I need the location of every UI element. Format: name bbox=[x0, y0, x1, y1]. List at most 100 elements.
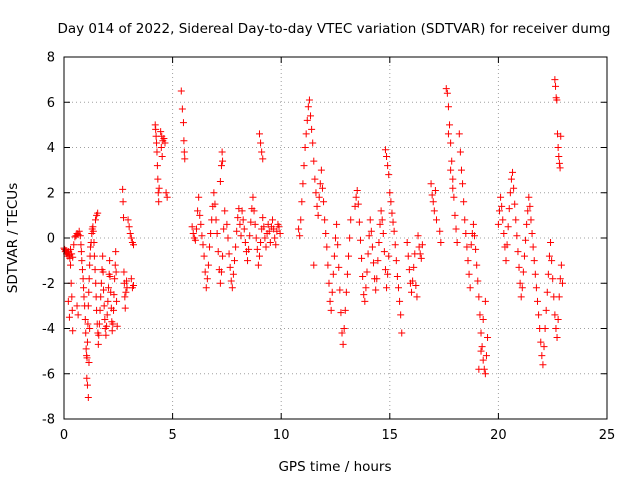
data-point bbox=[338, 329, 346, 337]
data-point bbox=[517, 293, 525, 301]
data-point bbox=[325, 279, 333, 287]
data-point bbox=[255, 130, 263, 138]
data-point bbox=[163, 193, 171, 201]
data-point bbox=[453, 239, 461, 247]
data-point bbox=[106, 257, 114, 265]
data-point bbox=[91, 216, 99, 224]
data-point bbox=[343, 270, 351, 278]
data-point bbox=[390, 227, 398, 235]
data-point bbox=[100, 286, 108, 294]
data-point bbox=[310, 157, 318, 165]
data-point bbox=[130, 282, 138, 290]
data-point bbox=[252, 234, 260, 242]
data-point bbox=[153, 139, 161, 147]
data-point bbox=[481, 297, 489, 305]
data-point bbox=[94, 209, 102, 217]
data-point bbox=[503, 241, 511, 249]
data-point bbox=[153, 148, 161, 156]
data-point bbox=[85, 288, 93, 296]
data-point bbox=[262, 243, 270, 251]
data-point bbox=[276, 229, 284, 237]
data-point bbox=[554, 315, 562, 323]
data-point bbox=[463, 243, 471, 251]
data-point bbox=[513, 232, 521, 240]
data-point bbox=[449, 175, 457, 183]
data-point bbox=[218, 148, 226, 156]
data-point bbox=[206, 243, 214, 251]
data-point bbox=[298, 198, 306, 206]
data-point bbox=[201, 268, 209, 276]
data-point bbox=[120, 214, 128, 222]
data-point bbox=[199, 241, 207, 249]
data-point bbox=[346, 234, 354, 242]
data-point bbox=[312, 189, 320, 197]
x-tick-label: 0 bbox=[60, 428, 68, 443]
data-point bbox=[543, 288, 551, 296]
data-point bbox=[253, 245, 261, 253]
data-point bbox=[265, 227, 273, 235]
data-point bbox=[78, 257, 86, 265]
data-point bbox=[245, 245, 253, 253]
data-point bbox=[225, 250, 233, 258]
data-point bbox=[518, 284, 526, 292]
data-point bbox=[479, 356, 487, 364]
data-point bbox=[313, 202, 321, 210]
data-point bbox=[258, 148, 266, 156]
data-point bbox=[380, 248, 388, 256]
data-point bbox=[229, 270, 237, 278]
data-point bbox=[431, 186, 439, 194]
data-point bbox=[356, 236, 364, 244]
data-point bbox=[428, 191, 436, 199]
data-point bbox=[403, 239, 411, 247]
data-point bbox=[444, 103, 452, 111]
data-point bbox=[362, 284, 370, 292]
data-point bbox=[254, 261, 262, 269]
y-tick-label: 2 bbox=[47, 186, 55, 201]
y-tick-label: 0 bbox=[47, 232, 55, 247]
data-point bbox=[410, 263, 418, 271]
data-point bbox=[372, 286, 380, 294]
data-point bbox=[227, 277, 235, 285]
data-point bbox=[475, 365, 483, 373]
y-tick-label: 6 bbox=[47, 96, 55, 111]
data-point bbox=[361, 297, 369, 305]
data-point bbox=[247, 218, 255, 226]
data-point bbox=[67, 261, 75, 269]
data-point bbox=[384, 270, 392, 278]
data-point bbox=[473, 261, 481, 269]
y-tick-label: 4 bbox=[47, 141, 55, 156]
data-point bbox=[449, 184, 457, 192]
data-point bbox=[68, 250, 76, 258]
data-point bbox=[238, 207, 246, 215]
data-point bbox=[109, 320, 117, 328]
data-point bbox=[366, 216, 374, 224]
data-point bbox=[244, 257, 252, 265]
data-point bbox=[119, 185, 127, 193]
data-point bbox=[522, 236, 530, 244]
data-point bbox=[152, 125, 160, 133]
data-point bbox=[455, 130, 463, 138]
data-point bbox=[548, 257, 556, 265]
data-point bbox=[219, 252, 227, 260]
data-point bbox=[430, 207, 438, 215]
data-point bbox=[69, 253, 77, 261]
data-point bbox=[99, 252, 107, 260]
data-point bbox=[437, 239, 445, 247]
data-point bbox=[257, 239, 265, 247]
data-point bbox=[494, 220, 502, 228]
data-point bbox=[450, 193, 458, 201]
data-point bbox=[191, 236, 199, 244]
data-point bbox=[161, 139, 169, 147]
data-point bbox=[121, 304, 129, 312]
data-point bbox=[414, 232, 422, 240]
data-point bbox=[181, 155, 189, 163]
data-point bbox=[86, 243, 94, 251]
data-point bbox=[97, 293, 105, 301]
data-point bbox=[308, 125, 316, 133]
data-point bbox=[533, 297, 541, 305]
y-tick-label: -6 bbox=[42, 367, 55, 382]
data-point bbox=[213, 229, 221, 237]
data-point bbox=[467, 241, 475, 249]
data-point bbox=[358, 254, 366, 262]
